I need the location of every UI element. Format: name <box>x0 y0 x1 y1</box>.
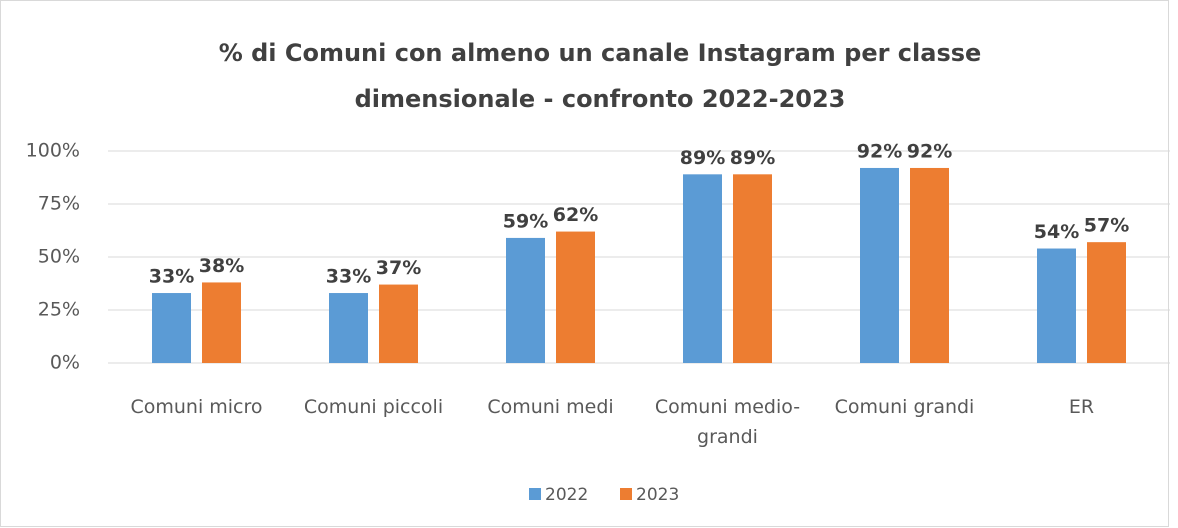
y-tick-label: 50% <box>38 246 80 268</box>
x-tick-label: ER <box>1068 396 1095 418</box>
data-label: 38% <box>199 255 244 277</box>
bar <box>683 174 722 363</box>
bar <box>1037 248 1076 363</box>
y-tick-label: 25% <box>38 299 80 321</box>
bar <box>1087 242 1126 363</box>
y-tick-label: 100% <box>26 140 80 162</box>
data-label: 33% <box>326 266 371 288</box>
data-label: 33% <box>149 266 194 288</box>
legend-swatch <box>620 488 632 500</box>
data-label: 89% <box>680 147 725 169</box>
x-tick-label: Comuni medi <box>487 396 614 418</box>
bar <box>860 167 899 363</box>
bar <box>202 282 241 363</box>
bar <box>329 293 368 363</box>
x-tick-label: Comuni medio-grandi <box>654 396 801 448</box>
data-label: 89% <box>730 147 775 169</box>
bar <box>733 174 772 363</box>
bar <box>152 293 191 363</box>
legend-label: 2022 <box>545 485 588 505</box>
y-tick-label: 75% <box>38 193 80 215</box>
data-label: 57% <box>1084 215 1129 237</box>
legend-label: 2023 <box>636 485 679 505</box>
legend-swatch <box>529 488 541 500</box>
y-tick-label: 0% <box>50 352 80 374</box>
data-label: 92% <box>907 140 952 162</box>
bar <box>910 167 949 363</box>
data-label: 37% <box>376 257 421 279</box>
data-label: 59% <box>503 210 548 232</box>
chart-title: % di Comuni con almeno un canale Instagr… <box>218 39 982 113</box>
data-label: 62% <box>553 204 598 226</box>
bar <box>506 237 545 363</box>
data-label: 54% <box>1034 221 1079 243</box>
bar <box>379 284 418 363</box>
x-tick-label: Comuni grandi <box>834 396 975 418</box>
data-label: 92% <box>857 140 902 162</box>
x-tick-label: Comuni micro <box>130 396 263 418</box>
bar <box>556 231 595 363</box>
x-tick-label: Comuni piccoli <box>303 396 444 418</box>
